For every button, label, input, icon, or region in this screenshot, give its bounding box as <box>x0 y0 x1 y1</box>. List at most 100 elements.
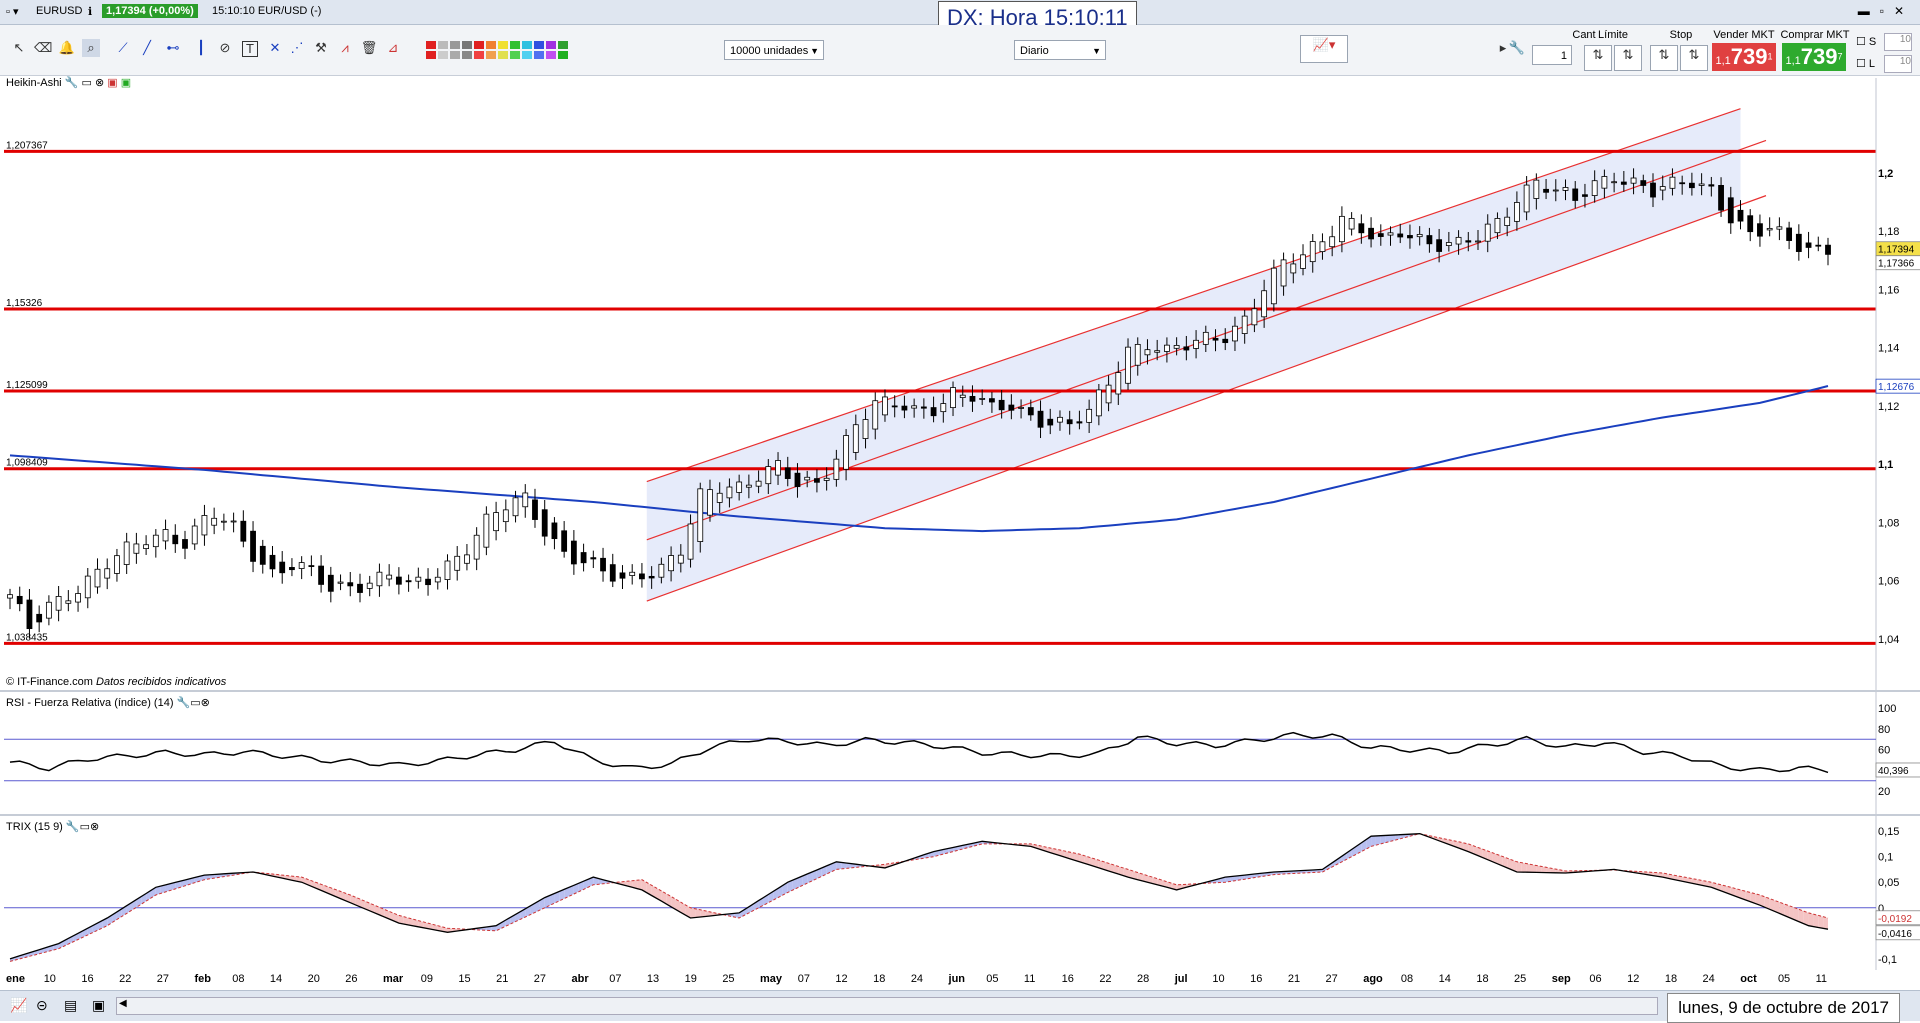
wrench-icon[interactable]: 🔧 <box>177 697 191 709</box>
candle-body <box>1019 407 1024 408</box>
candle-body <box>144 545 149 549</box>
price-tick-label: 1,2 <box>1878 168 1893 180</box>
candle-body <box>455 556 460 570</box>
candle-body <box>192 526 197 544</box>
x-tick-label: 08 <box>1401 973 1413 985</box>
candle-body <box>882 397 887 415</box>
candle-body <box>785 468 790 479</box>
candle-body <box>114 556 119 574</box>
candle-body <box>532 500 537 520</box>
x-tick-label: 16 <box>81 973 93 985</box>
candle-body <box>1728 198 1733 223</box>
wrench-icon[interactable]: 🔧 <box>66 821 80 833</box>
rsi-last-label: 40,396 <box>1878 766 1909 777</box>
x-tick-label: 21 <box>1288 973 1300 985</box>
candle-body <box>756 481 761 486</box>
wrench-icon[interactable]: 🔧 <box>65 77 79 89</box>
x-tick-label: 20 <box>308 973 320 985</box>
x-tick-label: 12 <box>835 973 847 985</box>
candle-body <box>960 395 965 397</box>
candle-body <box>1806 243 1811 248</box>
trix-tick-label: 0,05 <box>1878 877 1899 889</box>
trix-fill-segment <box>1376 836 1381 845</box>
trix-fill-segment <box>691 908 696 918</box>
candle-body <box>1310 242 1315 262</box>
candle-body <box>630 572 635 575</box>
candle-body <box>173 535 178 544</box>
candle-body <box>688 524 693 559</box>
candle-body <box>678 555 683 563</box>
x-tick-label: 18 <box>1665 973 1677 985</box>
x-tick-label: 05 <box>1778 973 1790 985</box>
x-tick-label: 07 <box>609 973 621 985</box>
candle-body <box>1738 210 1743 221</box>
candle-body <box>416 577 421 581</box>
candle-body <box>56 596 61 610</box>
x-tick-label: 11 <box>1024 973 1035 985</box>
price-tick-label: 1,04 <box>1878 634 1899 646</box>
candle-body <box>1320 242 1325 252</box>
candle-body <box>834 459 839 479</box>
candle-body <box>776 460 781 475</box>
candle-body <box>1602 177 1607 189</box>
price-tick-label: 1,08 <box>1878 517 1899 529</box>
candle-body <box>289 567 294 569</box>
candle-body <box>338 582 343 583</box>
trix-fill-segment <box>1517 862 1522 872</box>
close-icon[interactable]: ⊗ <box>90 821 99 833</box>
candle-body <box>989 399 994 402</box>
candle-body <box>941 404 946 412</box>
trix-fill-segment <box>1809 913 1814 927</box>
up-arrow-icon[interactable]: ▣ <box>121 77 131 89</box>
candle-body <box>1232 326 1237 341</box>
candle-body <box>1398 234 1403 237</box>
candle-body <box>153 535 158 546</box>
trix-fill-segment <box>1371 836 1376 846</box>
candle-body <box>970 396 975 401</box>
candle-body <box>1514 202 1519 221</box>
horizontal-scrollbar[interactable]: ◀ <box>116 997 1658 1015</box>
x-tick-label: ene <box>6 973 25 985</box>
panel-separator[interactable] <box>0 814 1920 816</box>
candle-body <box>231 521 236 522</box>
window-icon[interactable]: ▭ <box>190 697 200 709</box>
trix-line <box>10 834 1828 959</box>
window-icon[interactable]: ▭ <box>81 77 91 89</box>
layout-icon[interactable]: ▤ <box>64 997 77 1014</box>
candle-body <box>601 558 606 571</box>
candle-body <box>1388 233 1393 235</box>
candle-body <box>844 436 849 470</box>
candle-body <box>1680 183 1685 184</box>
candle-body <box>484 514 489 547</box>
trix-panel-title: TRIX (15 9) <box>6 821 63 833</box>
candle-body <box>1612 182 1617 183</box>
candle-body <box>1524 185 1529 212</box>
candle-body <box>280 562 285 573</box>
candle-body <box>105 569 110 578</box>
candle-body <box>1223 339 1228 342</box>
candle-body <box>931 408 936 416</box>
trix-last-label: -0,0416 <box>1878 929 1912 940</box>
close-icon[interactable]: ⊗ <box>95 77 104 89</box>
close-icon[interactable]: ⊗ <box>201 697 210 709</box>
candle-body <box>1242 316 1247 333</box>
save-icon[interactable]: ▣ <box>92 997 105 1014</box>
candle-body <box>241 521 246 541</box>
candle-body <box>659 564 664 577</box>
source-note-text: © IT-Finance.com <box>6 676 93 688</box>
candle-body <box>746 485 751 487</box>
candle-body <box>921 407 926 408</box>
candle-body <box>1203 332 1208 344</box>
candle-body <box>66 601 71 603</box>
x-tick-label: 19 <box>685 973 697 985</box>
down-arrow-icon[interactable]: ▣ <box>107 77 117 89</box>
panel-separator[interactable] <box>0 690 1920 692</box>
window-icon[interactable]: ▭ <box>80 821 90 833</box>
scroll-left-icon[interactable]: ◀ <box>119 998 127 1009</box>
rsi-panel-title: RSI - Fuerza Relativa (índice) (14) <box>6 697 174 709</box>
candle-body <box>221 521 226 522</box>
zoom-out-icon[interactable]: ⊝ <box>36 997 48 1014</box>
trix-fill-segment <box>1522 863 1527 873</box>
chart-icon[interactable]: 📈 <box>10 997 27 1014</box>
